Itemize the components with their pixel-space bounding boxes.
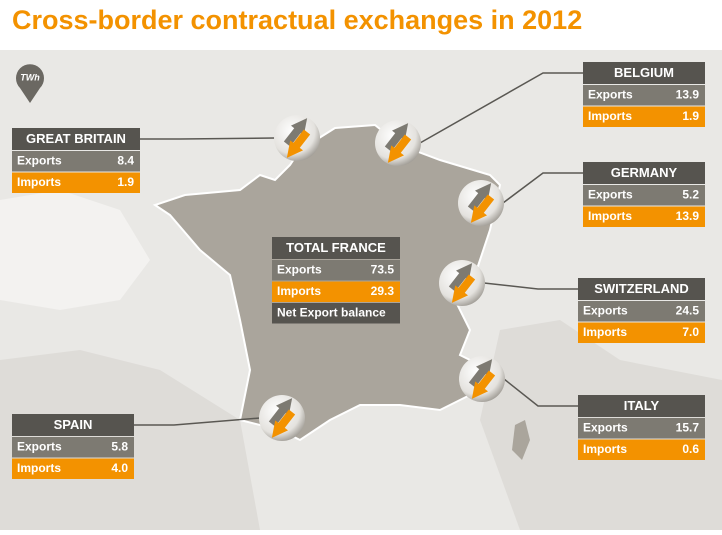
box-title: SPAIN xyxy=(54,417,93,432)
leader-line xyxy=(483,282,578,290)
corsica xyxy=(512,420,530,460)
box-row xyxy=(578,439,705,460)
row-label: Exports xyxy=(17,440,62,454)
row-label: Imports xyxy=(583,442,627,456)
row-value: 7.0 xyxy=(682,325,699,339)
box-header xyxy=(272,237,400,259)
exchange-circle xyxy=(375,120,421,166)
row-value: 5.8 xyxy=(111,440,128,454)
row-value: 4.0 xyxy=(111,461,128,475)
box-row xyxy=(12,172,140,193)
box-row xyxy=(578,301,705,322)
box-row xyxy=(12,458,134,479)
row-label: Imports xyxy=(588,209,632,223)
flow-arrow-head xyxy=(387,145,404,163)
box-title: BELGIUM xyxy=(614,65,674,80)
exchange-circle xyxy=(259,395,305,441)
box-row xyxy=(12,151,140,172)
row-label: Exports xyxy=(583,421,628,435)
flow-arrow-head xyxy=(286,140,303,158)
row-value: 8.4 xyxy=(117,154,134,168)
row-label: Imports xyxy=(17,461,61,475)
box-title: GERMANY xyxy=(611,165,678,180)
box-title: GREAT BRITAIN xyxy=(26,131,126,146)
row-label: Imports xyxy=(17,175,61,189)
box-row xyxy=(578,322,705,343)
box-header xyxy=(583,162,705,184)
row-value: 5.2 xyxy=(682,188,699,202)
title: Cross-border contractual exchanges in 20… xyxy=(12,5,582,35)
flow-arrow-head xyxy=(451,285,468,303)
box-row xyxy=(583,85,705,106)
row-label: Net Export balance xyxy=(277,306,386,320)
box-row xyxy=(583,106,705,127)
leader-line xyxy=(502,172,583,204)
sea xyxy=(0,190,150,310)
box-row xyxy=(578,418,705,439)
row-label: Imports xyxy=(277,284,321,298)
box-title: ITALY xyxy=(624,398,660,413)
unit-label: TWh xyxy=(20,72,40,82)
row-label: Exports xyxy=(277,263,322,277)
leader-line xyxy=(503,378,578,407)
row-label: Imports xyxy=(583,325,627,339)
leader-line xyxy=(134,417,261,426)
box-header xyxy=(583,62,705,84)
box-row xyxy=(272,260,400,281)
box-title: TOTAL FRANCE xyxy=(286,240,386,255)
box-row xyxy=(272,303,400,324)
box-header xyxy=(12,128,140,150)
exchange-circle xyxy=(274,115,320,161)
flow-arrow-head xyxy=(271,420,288,438)
exchange-circle xyxy=(459,356,505,402)
flow-arrow-head xyxy=(470,205,487,223)
box-row xyxy=(272,281,400,302)
row-label: Exports xyxy=(588,188,633,202)
box-title: SWITZERLAND xyxy=(594,281,689,296)
leader-line xyxy=(419,72,583,144)
row-value: 1.9 xyxy=(117,175,134,189)
exchange-circle xyxy=(439,260,485,306)
row-label: Exports xyxy=(588,88,633,102)
box-header xyxy=(12,414,134,436)
row-value: 15.7 xyxy=(676,421,700,435)
row-value: 24.5 xyxy=(676,304,700,318)
box-row xyxy=(583,185,705,206)
box-header xyxy=(578,278,705,300)
row-value: 13.9 xyxy=(676,88,700,102)
exchange-circle xyxy=(458,180,504,226)
row-label: Exports xyxy=(583,304,628,318)
unit-pin xyxy=(15,64,44,103)
box-row xyxy=(12,437,134,458)
row-value: 1.9 xyxy=(682,109,699,123)
box-row xyxy=(583,206,705,227)
row-label: Exports xyxy=(17,154,62,168)
box-header xyxy=(578,395,705,417)
row-value: 0.6 xyxy=(682,442,699,456)
row-value: 29.3 xyxy=(371,284,395,298)
row-label: Imports xyxy=(588,109,632,123)
row-value: 73.5 xyxy=(371,263,395,277)
layer: GREAT BRITAIN Exports 8.4 Imports 1.9 BELGIUM… xyxy=(12,62,705,479)
row-value: 13.9 xyxy=(676,209,700,223)
leader-line xyxy=(140,137,276,140)
flow-arrow-head xyxy=(471,381,488,399)
